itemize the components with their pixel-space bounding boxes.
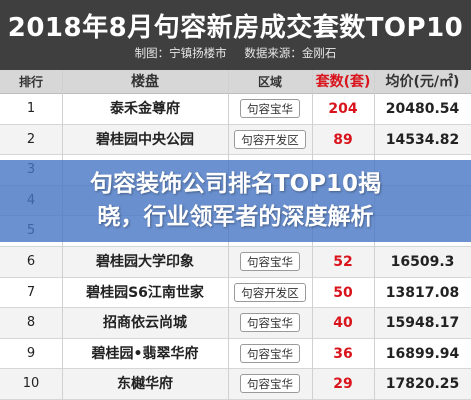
table-row: 10 东樾华府 句容宝华 29 17820.25 [0,369,471,400]
rank-cell: 9 [26,345,36,361]
column-header-count: 套数(套) [315,74,371,90]
price-cell: 16899.94 [385,345,460,362]
price-cell: 20480.54 [385,101,460,117]
subtitle: 制图：宁镇扬楼市 数据来源：金刚石 [0,45,471,61]
project-name-cell: 招商依云尚城 [103,315,187,332]
area-chip: 句容宝华 [240,343,300,363]
table-row: 9 碧桂园•翡翠华府 句容宝华 36 16899.94 [0,338,471,370]
source-text: 数据来源：金刚石 [244,46,337,60]
project-name-cell: 泰禾金尊府 [110,101,180,117]
area-cell: 句容开发区 [228,278,312,308]
header-band: 2018年8月句容新房成交套数TOP10 制图：宁镇扬楼市 数据来源：金刚石 [0,0,471,70]
area-cell: 句容宝华 [228,369,312,399]
project-name-cell: 东樾华府 [117,376,173,393]
headline-line-2: 晓，行业领军者的深度解析 [97,204,374,230]
column-header-price: 均价(元/㎡) [385,74,460,90]
table-row: 2 碧桂园中央公园 句容开发区 89 14534.82 [0,124,471,156]
count-cell: 52 [333,254,353,270]
area-cell: 句容宝华 [228,94,312,124]
table-row: 1 泰禾金尊府 句容宝华 204 20480.54 [0,94,471,125]
table-row: 7 碧桂园S6江南世家 句容开发区 50 13817.08 [0,277,471,309]
price-cell: 14534.82 [385,131,460,148]
column-header-area: 区域 [257,75,282,89]
area-cell: 句容宝华 [228,247,312,277]
rank-cell: 2 [26,131,36,147]
area-chip: 句容宝华 [240,374,300,394]
count-cell: 50 [333,284,353,301]
area-cell: 句容宝华 [228,308,312,338]
count-cell: 40 [333,315,353,332]
count-cell: 89 [333,131,353,148]
area-chip: 句容开发区 [234,282,306,302]
project-name-cell: 碧桂园中央公园 [96,131,194,148]
count-cell: 204 [328,101,358,117]
area-cell: 句容宝华 [228,339,312,369]
column-header-rank: 排行 [18,75,43,89]
price-cell: 15948.17 [385,315,460,332]
price-cell: 17820.25 [385,376,460,393]
count-cell: 29 [333,376,353,393]
project-name-cell: 碧桂园•翡翠华府 [91,345,199,362]
table-row: 8 招商依云尚城 句容宝华 40 15948.17 [0,308,471,339]
area-chip: 句容宝华 [240,252,300,271]
project-name-cell: 碧桂园大学印象 [96,254,194,270]
rank-cell: 10 [22,376,40,392]
area-cell: 句容开发区 [228,125,312,155]
area-chip: 句容开发区 [234,129,306,149]
headline-text: 句容装饰公司排名TOP10揭 晓，行业领军者的深度解析 [0,168,471,234]
headline-banner: 句容装饰公司排名TOP10揭 晓，行业领军者的深度解析 [0,160,471,242]
headline-line-1: 句容装饰公司排名TOP10揭 [89,171,382,197]
page-title: 2018年8月句容新房成交套数TOP10 [7,13,464,43]
credit-text: 制图：宁镇扬楼市 [134,46,227,60]
area-chip: 句容宝华 [240,313,300,333]
rank-cell: 8 [26,315,36,331]
price-cell: 16509.3 [390,254,455,270]
table-body: 1 泰禾金尊府 句容宝华 204 20480.54 2 碧桂园中央公园 句容开发… [0,94,471,400]
price-cell: 13817.08 [385,284,460,301]
rank-cell: 1 [26,101,36,116]
rank-cell: 6 [26,254,36,269]
project-name-cell: 碧桂园S6江南世家 [86,284,204,301]
rank-cell: 7 [26,284,36,300]
table-row: 6 碧桂园大学印象 句容宝华 52 16509.3 [0,247,471,278]
count-cell: 36 [333,345,353,362]
table-header: 排行 楼盘 区域 套数(套) 均价(元/㎡) [0,70,471,94]
column-header-name: 楼盘 [131,74,159,90]
area-chip: 句容宝华 [240,99,300,118]
